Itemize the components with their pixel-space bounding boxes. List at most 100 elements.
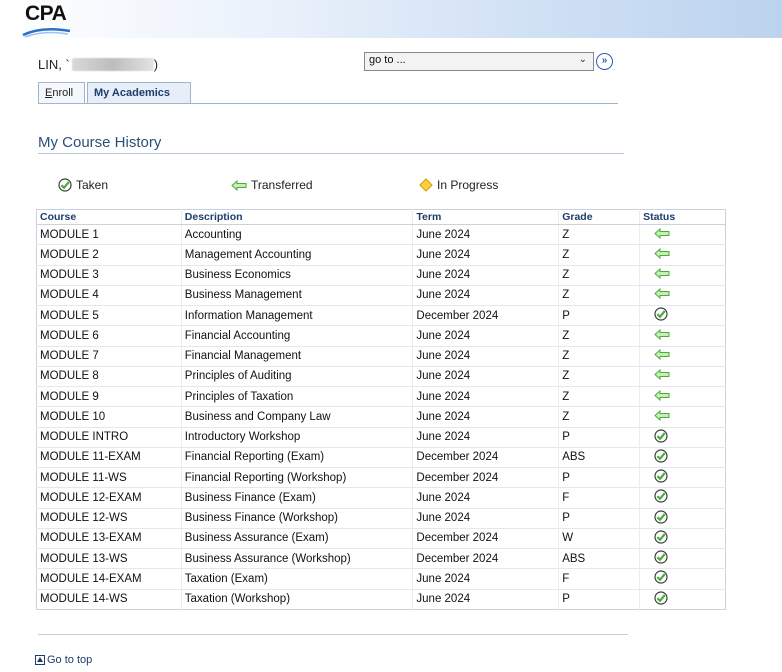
column-header-status: Status: [639, 209, 726, 225]
term-cell: December 2024: [412, 304, 559, 326]
description-cell: Business Assurance (Workshop): [180, 547, 413, 569]
tab-my-academics[interactable]: My Academics: [87, 82, 191, 104]
status-cell: [639, 527, 726, 549]
term-cell: June 2024: [412, 588, 559, 610]
check-circle-icon: [654, 550, 668, 564]
grade-cell: Z: [558, 325, 640, 346]
description-cell: Principles of Taxation: [180, 385, 413, 407]
status-cell: [639, 264, 726, 286]
course-cell: MODULE 13-WS: [36, 547, 182, 569]
description-cell: Accounting: [180, 223, 413, 245]
course-cell: MODULE 3: [36, 264, 182, 286]
tab-enroll[interactable]: Enroll: [38, 82, 85, 103]
term-cell: June 2024: [412, 365, 559, 387]
table-row: MODULE 6 Financial Accounting June 2024 Z: [36, 325, 726, 346]
arrow-left-icon: [654, 349, 670, 361]
table-row: MODULE 5 Information Management December 2…: [36, 304, 726, 326]
grade-cell: Z: [558, 284, 640, 306]
term-cell: December 2024: [412, 547, 559, 569]
description-cell: Business Management: [180, 284, 413, 306]
check-circle-icon: [654, 570, 668, 584]
course-cell: MODULE 1: [36, 223, 182, 245]
goto-select[interactable]: go to ... ⌄: [364, 52, 594, 71]
status-cell: [639, 426, 726, 448]
grade-cell: ABS: [558, 446, 640, 468]
description-cell: Introductory Workshop: [180, 426, 413, 448]
footer-divider: [38, 634, 628, 635]
course-cell: MODULE 12-EXAM: [36, 487, 182, 508]
tab-divider: [38, 103, 618, 104]
legend-in-progress: In Progress: [419, 178, 498, 192]
status-cell: [639, 365, 726, 387]
arrow-left-icon: [654, 227, 670, 239]
table-row: MODULE 2 Management Accounting June 2024 Z: [36, 244, 726, 265]
status-cell: [639, 284, 726, 306]
table-row: MODULE 11-WS Financial Reporting (Worksho…: [36, 466, 726, 488]
term-cell: December 2024: [412, 446, 559, 468]
status-cell: [639, 588, 726, 610]
goto-button[interactable]: »: [596, 53, 613, 70]
description-cell: Taxation (Exam): [180, 568, 413, 589]
diamond-icon: [419, 178, 433, 192]
description-cell: Management Accounting: [180, 244, 413, 265]
title-divider: [38, 153, 624, 154]
status-cell: [639, 345, 726, 367]
course-cell: MODULE 6: [36, 325, 182, 346]
column-header-description: Description: [180, 209, 413, 225]
grade-cell: P: [558, 304, 640, 326]
table-row: MODULE 9 Principles of Taxation June 2024 Z: [36, 385, 726, 407]
column-header-term: Term: [412, 209, 559, 225]
description-cell: Business Finance (Workshop): [180, 507, 413, 529]
column-header-grade: Grade: [558, 209, 640, 225]
legend-taken: Taken: [58, 178, 108, 192]
grade-cell: Z: [558, 385, 640, 407]
description-cell: Taxation (Workshop): [180, 588, 413, 610]
description-cell: Financial Accounting: [180, 325, 413, 346]
arrow-left-icon: [654, 247, 670, 259]
description-cell: Principles of Auditing: [180, 365, 413, 387]
status-cell: [639, 385, 726, 407]
status-cell: [639, 547, 726, 569]
grade-cell: Z: [558, 365, 640, 387]
status-cell: [639, 244, 726, 265]
go-to-top-link[interactable]: Go to top: [35, 654, 92, 666]
description-cell: Information Management: [180, 304, 413, 326]
term-cell: June 2024: [412, 284, 559, 306]
table-row: MODULE 8 Principles of Auditing June 2024 Z: [36, 365, 726, 387]
table-row: MODULE 1 Accounting June 2024 Z: [36, 223, 726, 245]
course-cell: MODULE 13-EXAM: [36, 527, 182, 549]
description-cell: Financial Management: [180, 345, 413, 367]
term-cell: June 2024: [412, 507, 559, 529]
check-circle-icon: [654, 307, 668, 321]
status-cell: [639, 406, 726, 427]
course-cell: MODULE 11-WS: [36, 466, 182, 488]
term-cell: December 2024: [412, 527, 559, 549]
table-row: MODULE 12-EXAM Business Finance (Exam) Jun…: [36, 487, 726, 508]
arrow-left-icon: [654, 268, 670, 280]
status-cell: [639, 568, 726, 589]
check-circle-icon: [654, 510, 668, 524]
grade-cell: ABS: [558, 547, 640, 569]
arrow-left-icon: [654, 369, 670, 381]
table-header-row: Course Description Term Grade Status: [36, 209, 726, 225]
term-cell: December 2024: [412, 466, 559, 488]
course-cell: MODULE 8: [36, 365, 182, 387]
check-circle-icon: [58, 178, 72, 192]
description-cell: Business Assurance (Exam): [180, 527, 413, 549]
term-cell: June 2024: [412, 264, 559, 286]
description-cell: Business and Company Law: [180, 406, 413, 427]
term-cell: June 2024: [412, 426, 559, 448]
description-cell: Financial Reporting (Workshop): [180, 466, 413, 488]
header-bar: CPA: [0, 0, 782, 38]
grade-cell: Z: [558, 264, 640, 286]
arrow-left-icon: [654, 288, 670, 300]
course-cell: MODULE 7: [36, 345, 182, 367]
arrow-left-icon: [654, 328, 670, 340]
grade-cell: Z: [558, 223, 640, 245]
check-circle-icon: [654, 530, 668, 544]
student-name: LIN, `): [38, 57, 159, 72]
table-row: MODULE 7 Financial Management June 2024 Z: [36, 345, 726, 367]
grade-cell: Z: [558, 406, 640, 427]
status-cell: [639, 507, 726, 529]
grade-cell: W: [558, 527, 640, 549]
